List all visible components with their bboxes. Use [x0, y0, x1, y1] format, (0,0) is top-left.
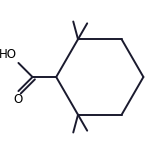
Text: HO: HO: [0, 48, 17, 61]
Text: O: O: [13, 93, 22, 106]
